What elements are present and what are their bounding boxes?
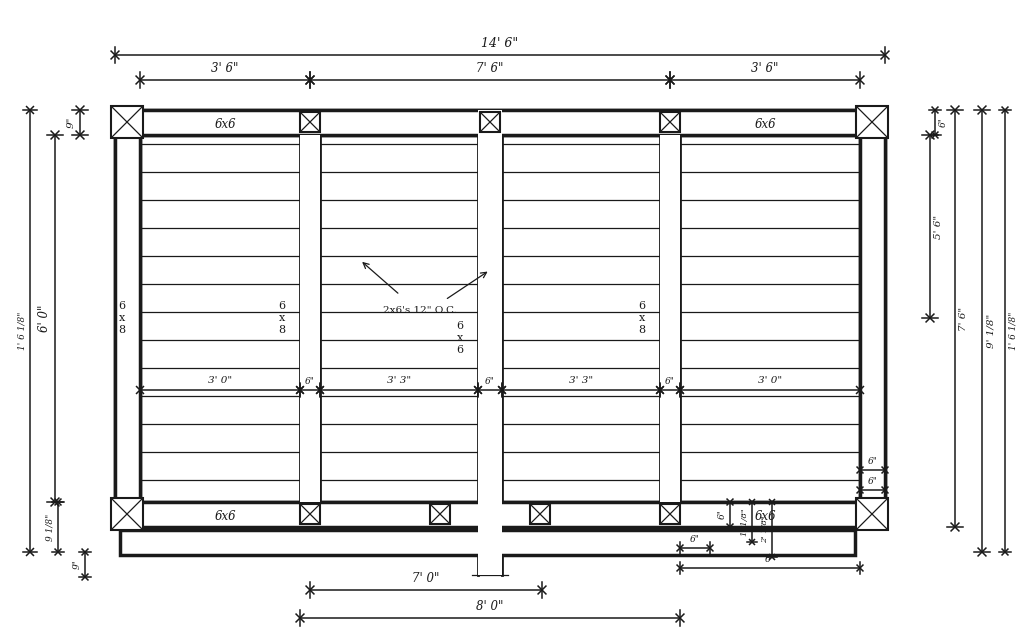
Text: 3' 3": 3' 3" — [387, 376, 411, 385]
Text: 3' 6": 3' 6" — [752, 63, 778, 76]
Text: 7' 6": 7' 6" — [476, 63, 504, 76]
Text: 6
x
8: 6 x 8 — [279, 301, 286, 335]
Bar — [660, 135, 680, 502]
Text: 3' 6": 3' 6" — [211, 63, 239, 76]
Text: 7' 6": 7' 6" — [959, 307, 969, 331]
Bar — [660, 112, 680, 132]
Bar — [111, 498, 143, 530]
Text: 1' 6 1/8": 1' 6 1/8" — [1009, 312, 1017, 350]
Bar — [856, 498, 888, 530]
Bar — [300, 135, 321, 502]
Bar — [860, 110, 885, 527]
Text: 2x6's 12" O.C.: 2x6's 12" O.C. — [383, 305, 457, 314]
Bar — [115, 502, 885, 527]
Bar — [430, 504, 450, 524]
Bar — [120, 530, 855, 555]
Text: 6
x
8: 6 x 8 — [638, 301, 645, 335]
Text: 6": 6" — [867, 477, 878, 486]
Text: 3' 0": 3' 0" — [208, 376, 232, 385]
Text: 6x6: 6x6 — [479, 118, 501, 131]
Text: 6x6: 6x6 — [755, 509, 776, 522]
Text: 1' 1/8": 1' 1/8" — [740, 508, 749, 536]
Text: 6x6: 6x6 — [214, 509, 236, 522]
Text: 6": 6" — [718, 509, 727, 520]
Text: 8' 0": 8' 0" — [476, 600, 504, 614]
Bar — [856, 106, 888, 138]
Text: 6": 6" — [665, 377, 675, 386]
Text: 7' 0": 7' 0" — [413, 572, 439, 586]
Bar — [478, 110, 502, 575]
Text: 9 1/8": 9 1/8" — [46, 513, 54, 541]
Text: 6": 6" — [305, 377, 315, 386]
Text: 5' 6": 5' 6" — [935, 214, 943, 239]
Text: 3' 0": 3' 0" — [758, 376, 782, 385]
Text: 6": 6" — [938, 118, 947, 127]
Text: 6": 6" — [867, 457, 878, 466]
Text: 1' 6 1/8": 1' 6 1/8" — [17, 312, 27, 350]
Text: 6x6: 6x6 — [755, 118, 776, 131]
Text: 6": 6" — [765, 555, 775, 564]
Text: 9": 9" — [73, 559, 82, 570]
Bar — [300, 112, 321, 132]
Text: 6
x
8: 6 x 8 — [119, 301, 126, 335]
Bar — [111, 106, 143, 138]
Text: 6' 0": 6' 0" — [38, 305, 51, 332]
Text: 9": 9" — [67, 117, 76, 128]
Bar — [530, 504, 550, 524]
Text: 2' 1/8": 2' 1/8" — [761, 516, 769, 543]
Bar — [660, 504, 680, 524]
Text: 6": 6" — [690, 535, 700, 544]
Bar — [115, 110, 140, 527]
Text: 6x6: 6x6 — [214, 118, 236, 131]
Text: 3' 3": 3' 3" — [569, 376, 593, 385]
Bar — [115, 110, 885, 135]
Text: 6
x
6: 6 x 6 — [457, 321, 464, 355]
Text: 6": 6" — [485, 377, 495, 386]
Text: 9' 1/8": 9' 1/8" — [986, 314, 995, 348]
Bar — [480, 112, 500, 132]
Text: 14' 6": 14' 6" — [481, 37, 518, 50]
Bar — [300, 504, 321, 524]
